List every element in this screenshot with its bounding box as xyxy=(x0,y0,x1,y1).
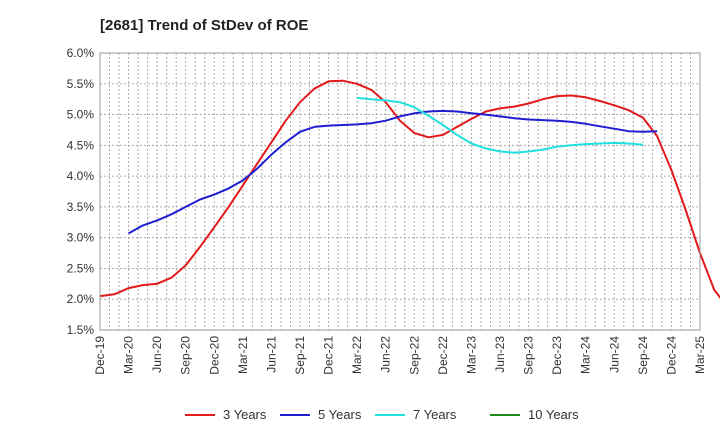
x-tick-label: Sep-20 xyxy=(179,336,193,375)
legend: 3 Years 5 Years 7 Years 10 Years xyxy=(185,407,579,422)
x-tick-label: Dec-24 xyxy=(664,336,678,375)
y-tick-label: 5.0% xyxy=(67,108,95,122)
x-tick-label: Sep-21 xyxy=(293,336,307,375)
x-tick-label: Sep-22 xyxy=(407,336,421,375)
x-tick-label: Jun-24 xyxy=(607,336,621,373)
x-tick-label: Mar-22 xyxy=(350,336,364,374)
legend-label: 3 Years xyxy=(223,407,267,422)
legend-label: 5 Years xyxy=(318,407,362,422)
y-axis-tick-labels: 1.5% 2.0% 2.5% 3.0% 3.5% 4.0% 4.5% 5.0% 5.5% 6.0% xyxy=(67,46,95,337)
series-lines xyxy=(99,79,720,300)
y-tick-label: 3.5% xyxy=(67,200,95,214)
y-tick-label: 2.5% xyxy=(67,261,95,275)
x-tick-label: Mar-20 xyxy=(122,336,136,374)
x-tick-label: Mar-23 xyxy=(464,336,478,374)
x-tick-label: Jun-22 xyxy=(379,336,393,373)
y-tick-label: 6.0% xyxy=(67,46,95,60)
series-line-5-years xyxy=(128,109,658,235)
x-tick-label: Mar-21 xyxy=(236,336,250,374)
x-tick-label: Dec-20 xyxy=(207,336,221,375)
y-tick-label: 1.5% xyxy=(67,323,95,337)
x-tick-label: Jun-23 xyxy=(493,336,507,373)
y-tick-label: 5.5% xyxy=(67,77,95,91)
y-tick-label: 2.0% xyxy=(67,292,95,306)
series-line-7-years xyxy=(357,96,643,154)
x-tick-label: Dec-19 xyxy=(93,336,107,375)
series-line-3-years xyxy=(99,79,720,300)
x-tick-label: Jun-20 xyxy=(150,336,164,373)
x-tick-label: Dec-21 xyxy=(322,336,336,375)
plot-area xyxy=(100,53,700,330)
x-tick-label: Jun-21 xyxy=(264,336,278,373)
x-tick-label: Sep-23 xyxy=(522,336,536,375)
y-tick-label: 4.0% xyxy=(67,169,95,183)
x-tick-label: Dec-23 xyxy=(550,336,564,375)
x-tick-label: Mar-24 xyxy=(579,336,593,374)
x-tick-label: Sep-24 xyxy=(636,336,650,375)
x-tick-label: Mar-25 xyxy=(693,336,707,374)
legend-label: 10 Years xyxy=(528,407,579,422)
legend-label: 7 Years xyxy=(413,407,457,422)
chart-title: [2681] Trend of StDev of ROE xyxy=(100,17,308,34)
x-axis-tick-labels: Dec-19 Mar-20 Jun-20 Sep-20 Dec-20 Mar-21 Jun-… xyxy=(93,336,707,375)
y-tick-label: 3.0% xyxy=(67,231,95,245)
x-tick-label: Dec-22 xyxy=(436,336,450,375)
y-tick-label: 4.5% xyxy=(67,138,95,152)
plot-frame xyxy=(99,52,701,331)
